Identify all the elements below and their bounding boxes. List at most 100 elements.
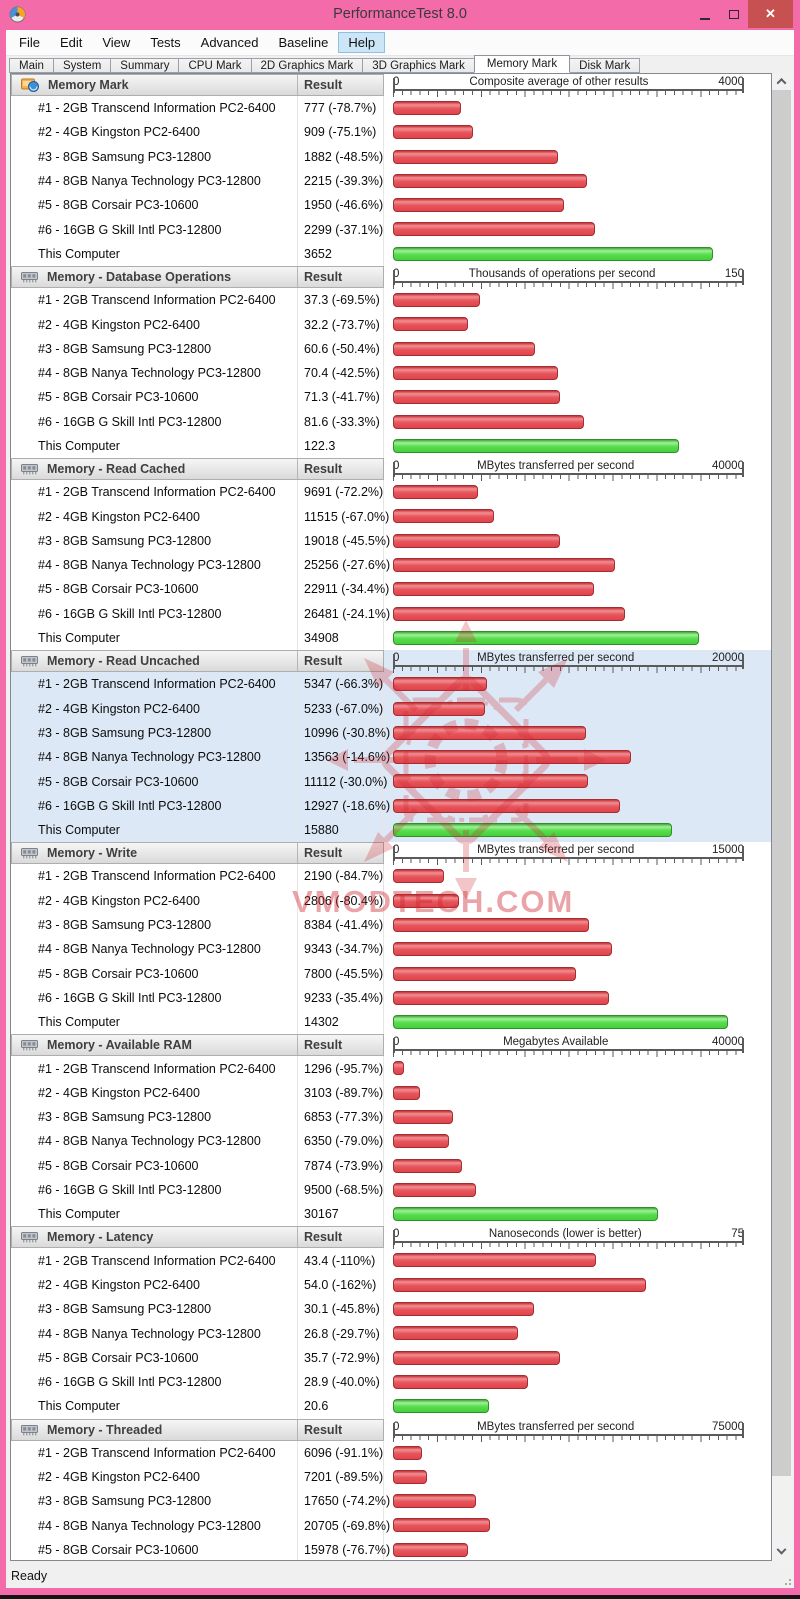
- benchmark-row[interactable]: #5 - 8GB Corsair PC3-10600 1950 (-46.6%): [11, 193, 771, 218]
- result-bar: [393, 725, 586, 740]
- tab-label: Disk Mark: [579, 59, 631, 72]
- section-header-row[interactable]: Memory - Read Uncached Result 0 MBytes t…: [11, 650, 771, 674]
- row-result: 2190 (-84.7%): [298, 864, 384, 889]
- benchmark-row[interactable]: #2 - 4GB Kingston PC2-6400 3103 (-89.7%): [11, 1080, 771, 1105]
- benchmark-row[interactable]: #1 - 2GB Transcend Information PC2-6400 …: [11, 864, 771, 889]
- scale-min-label: 0: [393, 652, 400, 665]
- benchmark-row[interactable]: #5 - 8GB Corsair PC3-10600 7874 (-73.9%): [11, 1153, 771, 1178]
- benchmark-row[interactable]: #5 - 8GB Corsair PC3-10600 22911 (-34.4%…: [11, 577, 771, 602]
- benchmark-row[interactable]: #1 - 2GB Transcend Information PC2-6400 …: [11, 672, 771, 697]
- benchmark-row[interactable]: This Computer 3652: [11, 241, 771, 267]
- benchmark-row[interactable]: #3 - 8GB Samsung PC3-12800 30.1 (-45.8%): [11, 1297, 771, 1322]
- scale-max-label: 150: [724, 268, 744, 281]
- chart-scale-ruler: 0 Composite average of other results 400…: [384, 74, 771, 97]
- benchmark-row[interactable]: #5 - 8GB Corsair PC3-10600 71.3 (-41.7%): [11, 385, 771, 410]
- scroll-down-button[interactable]: [772, 1544, 791, 1561]
- menu-item-advanced[interactable]: Advanced: [191, 32, 269, 53]
- benchmark-row[interactable]: #5 - 8GB Corsair PC3-10600 11112 (-30.0%…: [11, 769, 771, 794]
- benchmark-row[interactable]: #4 - 8GB Nanya Technology PC3-12800 9343…: [11, 937, 771, 962]
- minimize-button[interactable]: [690, 0, 719, 28]
- benchmark-row[interactable]: This Computer 122.3: [11, 433, 771, 459]
- scroll-up-button[interactable]: [772, 73, 791, 90]
- benchmark-row[interactable]: #6 - 16GB G Skill Intl PC3-12800 28.9 (-…: [11, 1369, 771, 1395]
- benchmark-row[interactable]: #4 - 8GB Nanya Technology PC3-12800 2215…: [11, 168, 771, 194]
- row-result: 9343 (-34.7%): [298, 937, 384, 962]
- result-bar: [393, 1518, 490, 1533]
- tab-system[interactable]: System: [52, 58, 112, 73]
- benchmark-row[interactable]: #3 - 8GB Samsung PC3-12800 6853 (-77.3%): [11, 1104, 771, 1130]
- benchmark-row[interactable]: #1 - 2GB Transcend Information PC2-6400 …: [11, 96, 771, 121]
- benchmark-row[interactable]: #6 - 16GB G Skill Intl PC3-12800 12927 (…: [11, 793, 771, 819]
- benchmark-row[interactable]: #2 - 4GB Kingston PC2-6400 909 (-75.1%): [11, 120, 771, 145]
- benchmark-row[interactable]: #4 - 8GB Nanya Technology PC3-12800 2525…: [11, 553, 771, 578]
- benchmark-row[interactable]: #2 - 4GB Kingston PC2-6400 2806 (-80.4%): [11, 888, 771, 913]
- benchmark-row[interactable]: #6 - 16GB G Skill Intl PC3-12800 9500 (-…: [11, 1177, 771, 1203]
- benchmark-row[interactable]: #3 - 8GB Samsung PC3-12800 8384 (-41.4%): [11, 912, 771, 938]
- benchmark-row[interactable]: #2 - 4GB Kingston PC2-6400 54.0 (-162%): [11, 1272, 771, 1298]
- benchmark-row[interactable]: #2 - 4GB Kingston PC2-6400 5233 (-67.0%): [11, 696, 771, 721]
- menu-item-help[interactable]: Help: [338, 32, 386, 53]
- vertical-scrollbar[interactable]: [772, 73, 791, 1561]
- result-bar: [393, 390, 560, 405]
- benchmark-row[interactable]: This Computer 30167: [11, 1202, 771, 1227]
- row-chart-cell: [384, 1010, 771, 1034]
- benchmark-row[interactable]: #5 - 8GB Corsair PC3-10600 35.7 (-72.9%): [11, 1345, 771, 1370]
- resize-grip[interactable]: [782, 1576, 792, 1586]
- benchmark-row[interactable]: #4 - 8GB Nanya Technology PC3-12800 6350…: [11, 1129, 771, 1154]
- tab-2d-graphics-mark[interactable]: 2D Graphics Mark: [250, 58, 364, 73]
- benchmark-row[interactable]: This Computer 15880: [11, 818, 771, 843]
- benchmark-row[interactable]: #3 - 8GB Samsung PC3-12800 1882 (-48.5%): [11, 144, 771, 169]
- menu-item-file[interactable]: File: [9, 32, 50, 53]
- maximize-button[interactable]: [719, 0, 748, 28]
- benchmark-row[interactable]: #5 - 8GB Corsair PC3-10600 15978 (-76.7%…: [11, 1537, 771, 1560]
- section-header-row[interactable]: Memory - Database Operations Result 0 Th…: [11, 266, 771, 290]
- benchmark-row[interactable]: #2 - 4GB Kingston PC2-6400 7201 (-89.5%): [11, 1464, 771, 1490]
- tab-memory-mark[interactable]: Memory Mark: [473, 55, 571, 73]
- section-header-row[interactable]: Memory - Read Cached Result 0 MBytes tra…: [11, 458, 771, 482]
- benchmark-row[interactable]: #6 - 16GB G Skill Intl PC3-12800 81.6 (-…: [11, 409, 771, 434]
- status-text: Ready: [11, 1568, 48, 1583]
- ruler-ticks: [393, 462, 744, 482]
- menu-item-baseline[interactable]: Baseline: [268, 32, 338, 53]
- benchmark-row[interactable]: #2 - 4GB Kingston PC2-6400 32.2 (-73.7%): [11, 312, 771, 337]
- benchmark-row[interactable]: #6 - 16GB G Skill Intl PC3-12800 9233 (-…: [11, 985, 771, 1011]
- benchmark-row[interactable]: #1 - 2GB Transcend Information PC2-6400 …: [11, 1440, 771, 1465]
- benchmark-row[interactable]: #5 - 8GB Corsair PC3-10600 7800 (-45.5%): [11, 961, 771, 986]
- section-header-row[interactable]: Memory - Available RAM Result 0 Megabyte…: [11, 1034, 771, 1058]
- benchmark-row[interactable]: #4 - 8GB Nanya Technology PC3-12800 2070…: [11, 1513, 771, 1538]
- chevron-up-icon: [776, 77, 787, 88]
- benchmark-row[interactable]: #3 - 8GB Samsung PC3-12800 19018 (-45.5%…: [11, 528, 771, 554]
- benchmark-row[interactable]: #3 - 8GB Samsung PC3-12800 17650 (-74.2%…: [11, 1489, 771, 1514]
- benchmark-row[interactable]: #1 - 2GB Transcend Information PC2-6400 …: [11, 1056, 771, 1081]
- benchmark-row[interactable]: #6 - 16GB G Skill Intl PC3-12800 26481 (…: [11, 601, 771, 626]
- menu-item-view[interactable]: View: [92, 32, 140, 53]
- menu-item-tests[interactable]: Tests: [140, 32, 190, 53]
- benchmark-row[interactable]: #4 - 8GB Nanya Technology PC3-12800 70.4…: [11, 360, 771, 386]
- benchmark-row[interactable]: #3 - 8GB Samsung PC3-12800 60.6 (-50.4%): [11, 336, 771, 361]
- benchmark-row[interactable]: #3 - 8GB Samsung PC3-12800 10996 (-30.8%…: [11, 720, 771, 746]
- section-header-row[interactable]: Memory - Write Result 0 MBytes transferr…: [11, 842, 771, 866]
- benchmark-row[interactable]: #2 - 4GB Kingston PC2-6400 11515 (-67.0%…: [11, 504, 771, 529]
- section-header-row[interactable]: Memory Mark Result 0 Composite average o…: [11, 74, 771, 97]
- tab-disk-mark[interactable]: Disk Mark: [569, 58, 641, 73]
- benchmark-row[interactable]: #6 - 16GB G Skill Intl PC3-12800 2299 (-…: [11, 217, 771, 242]
- scrollbar-thumb[interactable]: [772, 90, 791, 1476]
- row-result: 12927 (-18.6%): [298, 793, 390, 819]
- chart-scale-ruler: 0 Megabytes Available 40000: [384, 1034, 771, 1058]
- benchmark-row[interactable]: This Computer 34908: [11, 625, 771, 651]
- menu-item-edit[interactable]: Edit: [50, 32, 92, 53]
- tab-summary[interactable]: Summary: [110, 58, 180, 73]
- benchmark-row[interactable]: #1 - 2GB Transcend Information PC2-6400 …: [11, 1248, 771, 1273]
- section-header-row[interactable]: Memory - Threaded Result 0 MBytes transf…: [11, 1418, 771, 1442]
- tab-cpu-mark[interactable]: CPU Mark: [178, 58, 252, 73]
- benchmark-row[interactable]: #4 - 8GB Nanya Technology PC3-12800 26.8…: [11, 1321, 771, 1346]
- benchmark-row[interactable]: #4 - 8GB Nanya Technology PC3-12800 1356…: [11, 745, 771, 770]
- benchmark-row[interactable]: #1 - 2GB Transcend Information PC2-6400 …: [11, 480, 771, 505]
- close-button[interactable]: ✕: [748, 0, 793, 28]
- benchmark-row[interactable]: This Computer 20.6: [11, 1394, 771, 1419]
- benchmark-row[interactable]: This Computer 14302: [11, 1010, 771, 1035]
- section-header-row[interactable]: Memory - Latency Result 0 Nanoseconds (l…: [11, 1226, 771, 1250]
- tab-3d-graphics-mark[interactable]: 3D Graphics Mark: [362, 58, 475, 73]
- benchmark-row[interactable]: #1 - 2GB Transcend Information PC2-6400 …: [11, 288, 771, 313]
- tab-main[interactable]: Main: [9, 58, 54, 73]
